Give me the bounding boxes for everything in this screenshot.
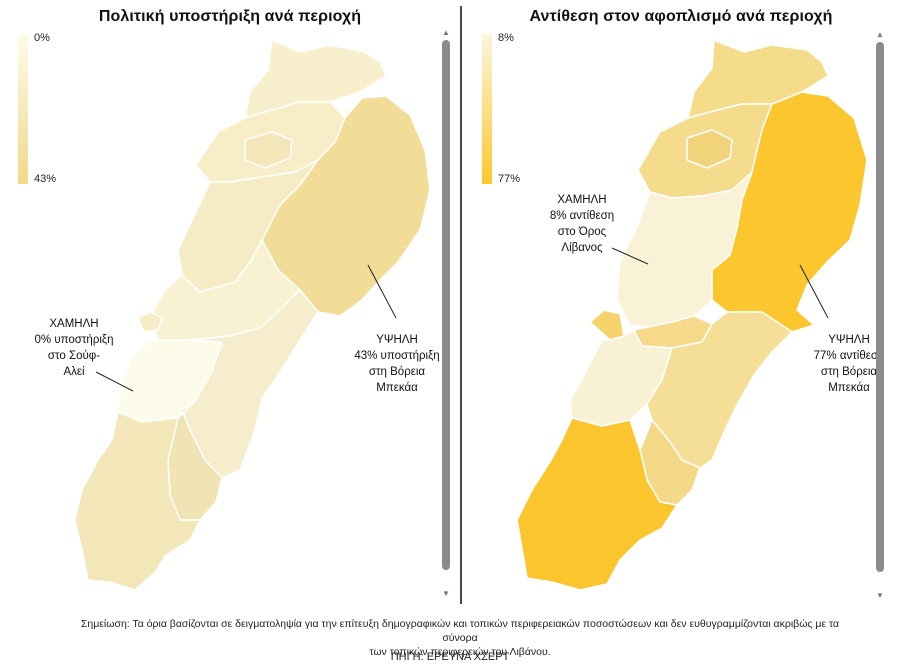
footer-note-line-1: Σημείωση: Τα όρια βασίζονται σε δειγματο…	[80, 618, 840, 644]
region-west-bekaa	[646, 311, 793, 469]
right-map-title: Αντίθεση στον αφοπλισμό ανά περιοχή	[529, 8, 833, 25]
right-legend-gradient	[482, 34, 492, 184]
right-low-value: 8% αντίθεση	[549, 210, 615, 222]
left-legend-max-label: 43%	[34, 173, 57, 185]
right-high-annotation: ΥΨΗΛΗ 77% αντίθεση στη Βόρεια Μπεκάα	[800, 332, 898, 396]
right-scroll-down-arrow[interactable]: ▼	[876, 591, 884, 600]
right-low-place-2: Λίβανος	[561, 242, 603, 254]
region-south	[516, 417, 678, 591]
right-map	[516, 39, 868, 591]
right-scrollbar-thumb[interactable]	[876, 42, 884, 572]
left-map-panel: Πολιτική υποστήριξη ανά περιοχή 0% 43%	[0, 0, 460, 606]
right-scroll-up-arrow[interactable]: ▲	[876, 30, 884, 39]
left-map-title: Πολιτική υποστήριξη ανά περιοχή	[98, 8, 362, 25]
footer-source: ΠΗΓΗ: ΕΡΕΥΝΑ ΧΣΕΡΤ	[390, 651, 510, 663]
left-low-leader-line	[95, 264, 397, 392]
left-low-title: ΧΑΜΗΛΗ	[49, 318, 99, 330]
left-legend-min-label: 0%	[34, 32, 50, 44]
region-beirut	[137, 311, 163, 333]
right-low-title: ΧΑΜΗΛΗ	[557, 194, 607, 206]
left-legend-gradient	[18, 34, 28, 184]
right-low-place-1: στο Όρος	[557, 226, 607, 238]
left-low-value: 0% υποστήριξη	[34, 334, 114, 346]
left-low-place-1: στο Σούφ-	[47, 350, 101, 362]
left-scroll-up-arrow[interactable]: ▲	[442, 28, 450, 37]
left-low-annotation: ΧΑΜΗΛΗ 0% υποστήριξη στο Σούφ- Αλεί	[22, 316, 126, 380]
left-scroll-down-arrow[interactable]: ▼	[442, 589, 450, 598]
left-scrollbar-thumb[interactable]	[442, 40, 450, 570]
right-high-value: 77% αντίθεση	[813, 350, 885, 362]
right-high-place-1: στη Βόρεια	[820, 366, 878, 378]
region-akkar	[244, 39, 387, 119]
left-high-value: 43% υποστήριξη	[354, 350, 440, 362]
footer-note: Σημείωση: Τα όρια βασίζονται σε δειγματο…	[70, 617, 850, 659]
right-map-panel: Αντίθεση στον αφοπλισμό ανά περιοχή 8% 7…	[462, 0, 900, 606]
right-leader-lines	[611, 247, 829, 319]
region-beirut-metn	[589, 309, 625, 341]
left-high-place-2: Μπεκάα	[376, 382, 418, 394]
right-high-title: ΥΨΗΛΗ	[828, 334, 870, 346]
panel-divider	[460, 6, 462, 604]
left-high-annotation: ΥΨΗΛΗ 43% υποστήριξη στη Βόρεια Μπεκάα	[342, 332, 452, 396]
left-high-title: ΥΨΗΛΗ	[376, 334, 418, 346]
right-legend-min-label: 8%	[498, 32, 514, 44]
left-low-place-2: Αλεί	[63, 366, 85, 378]
region-south	[74, 411, 201, 591]
left-map	[74, 39, 431, 591]
right-legend-max-label: 77%	[498, 173, 521, 185]
region-zgharta	[244, 131, 293, 169]
left-high-place-1: στη Βόρεια	[368, 366, 426, 378]
right-low-annotation: ΧΑΜΗΛΗ 8% αντίθεση στο Όρος Λίβανος	[530, 192, 634, 256]
right-high-place-2: Μπεκάα	[828, 382, 870, 394]
footer-note-line-2: των τοπικών περιφερειών του Λιβάνου.	[369, 646, 551, 658]
region-zgharta	[686, 129, 733, 169]
